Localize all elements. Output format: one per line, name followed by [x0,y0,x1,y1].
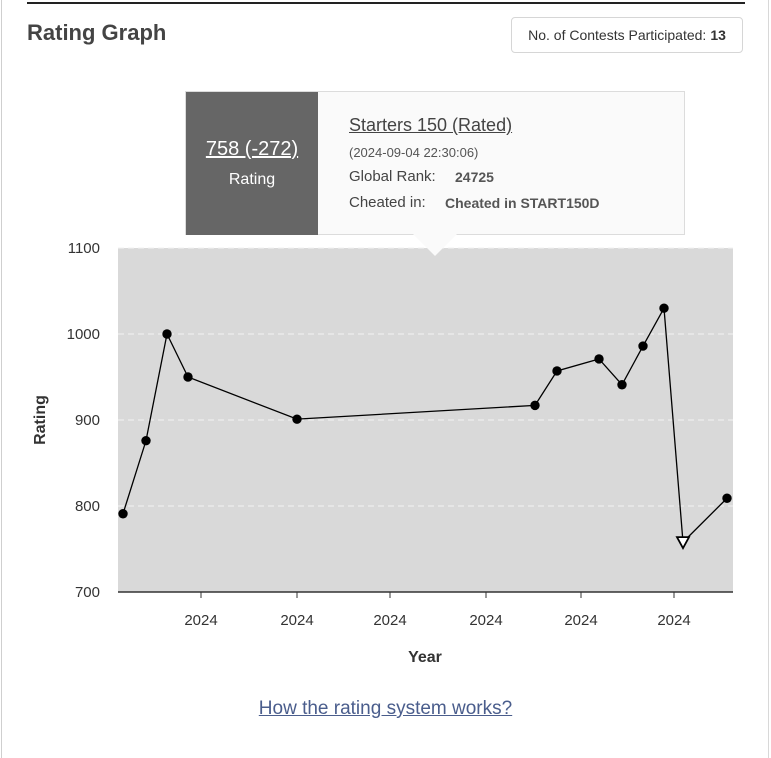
x-tick-label: 2024 [373,612,406,629]
tooltip-rating-value[interactable]: 758 (-272) [205,138,299,160]
contests-count-badge: No. of Contests Participated: 13 [511,17,743,53]
rating-point [722,493,732,503]
rating-point [552,366,562,376]
rating-point [162,329,172,339]
rating-point [183,372,193,382]
x-tick-label: 2024 [564,612,597,629]
y-tick-label: 1000 [67,326,100,343]
y-tick-label: 800 [75,498,100,515]
x-tick-label: 2024 [184,612,217,629]
rating-point [638,341,648,351]
rating-point [118,509,128,519]
contests-count: 13 [710,27,726,43]
cheated-label: Cheated in: [349,194,426,211]
frame-right-border [768,0,769,758]
rating-point-selected [675,536,691,550]
y-tick-label: 1100 [68,240,100,257]
rating-point [594,354,604,364]
header-rule [27,2,745,4]
x-tick-label: 2024 [657,612,690,629]
contests-label: No. of Contests Participated: [528,27,707,43]
tooltip-contest-link[interactable]: Starters 150 (Rated) [349,115,513,135]
rating-point [292,414,302,424]
x-tick-label: 2024 [469,612,502,629]
x-tick-label: 2024 [280,612,313,629]
y-tick-label: 700 [75,584,100,601]
x-axis-title: Year [408,649,442,666]
global-rank-label: Global Rank: [349,168,436,185]
rating-point [617,380,627,390]
tooltip-contest-date: (2024-09-04 22:30:06) [349,145,479,160]
tooltip-arrow [412,233,458,256]
y-axis-title: Rating [32,395,49,445]
tooltip-rating-panel: 758 (-272) Rating [186,92,318,235]
rating-point [530,400,540,411]
page-title: Rating Graph [27,20,167,45]
y-tick-label: 900 [75,412,100,429]
global-rank-value: 24725 [455,169,494,185]
frame-left-border [1,0,2,758]
cheated-value: Cheated in START150D [445,195,600,211]
tooltip-rating-label: Rating [228,171,276,188]
rating-system-help-link[interactable]: How the rating system works? [258,698,513,719]
rating-point [659,303,669,313]
rating-point [141,435,151,446]
contest-tooltip: 758 (-272) Rating Starters 150 (Rated) (… [185,91,685,235]
